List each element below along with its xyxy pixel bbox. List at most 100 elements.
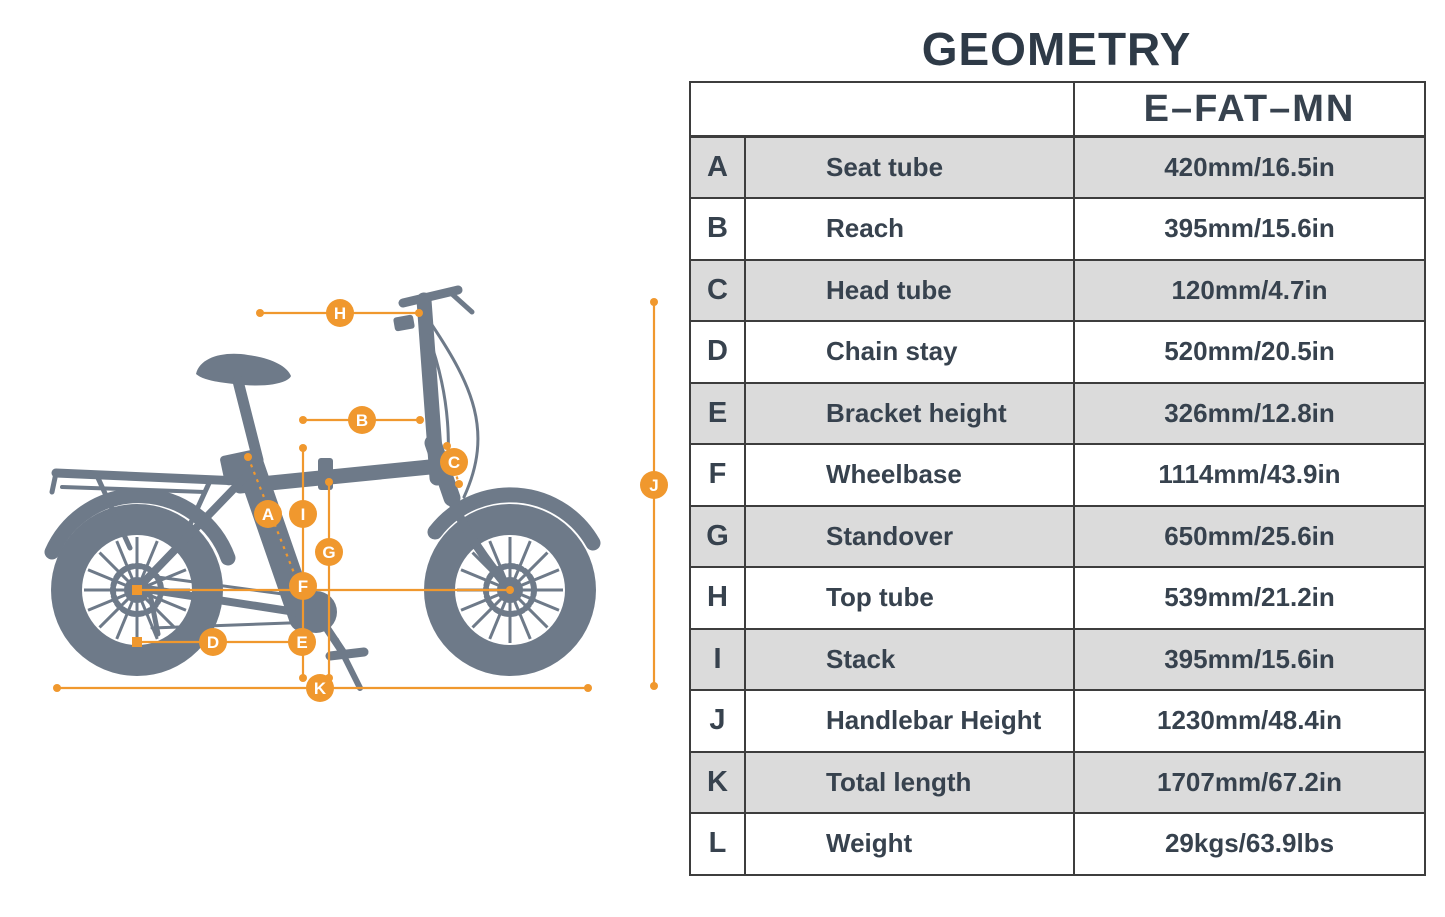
- diagram-marker-a: A: [254, 500, 282, 528]
- table-row-h: H Top tube 539mm/21.2in: [689, 566, 1426, 630]
- row-name: Bracket height: [744, 381, 1075, 445]
- row-value: 326mm/12.8in: [1073, 381, 1426, 445]
- rear-rack: [49, 468, 245, 551]
- row-name: Reach: [744, 197, 1075, 261]
- row-letter: G: [689, 504, 746, 568]
- svg-text:H: H: [334, 304, 346, 323]
- row-name: Seat tube: [744, 135, 1075, 199]
- svg-text:E: E: [296, 633, 307, 652]
- diagram-marker-g: G: [315, 538, 343, 566]
- row-value: 395mm/15.6in: [1073, 197, 1426, 261]
- svg-text:J: J: [649, 476, 658, 495]
- row-letter: J: [689, 689, 746, 753]
- chain-lower: [150, 620, 318, 630]
- row-name: Stack: [744, 627, 1075, 691]
- row-letter: F: [689, 443, 746, 507]
- table-row-a: A Seat tube 420mm/16.5in: [689, 135, 1426, 199]
- diagram-marker-d: D: [199, 628, 227, 656]
- diagram-marker-f: F: [289, 572, 317, 600]
- diagram-marker-b: B: [348, 406, 376, 434]
- table-row-g: G Standover 650mm/25.6in: [689, 504, 1426, 568]
- row-letter: D: [689, 320, 746, 384]
- kickstand: [333, 637, 363, 691]
- row-value: 395mm/15.6in: [1073, 627, 1426, 691]
- row-value: 1114mm/43.9in: [1073, 443, 1426, 507]
- diagram-marker-j: J: [640, 471, 668, 499]
- measurement-c: [443, 442, 463, 488]
- table-header-row: E–FAT–MN: [689, 81, 1426, 138]
- row-value: 539mm/21.2in: [1073, 566, 1426, 630]
- row-value: 1230mm/48.4in: [1073, 689, 1426, 753]
- diagram-marker-h: H: [326, 299, 354, 327]
- table-row-e: E Bracket height 326mm/12.8in: [689, 381, 1426, 445]
- measurement-f: [132, 585, 514, 595]
- page-title: GEOMETRY: [921, 23, 1192, 75]
- diagram-marker-e: E: [288, 628, 316, 656]
- row-name: Head tube: [744, 258, 1075, 322]
- chain: [148, 574, 314, 600]
- row-letter: I: [689, 627, 746, 691]
- table-row-j: J Handlebar Height 1230mm/48.4in: [689, 689, 1426, 753]
- rear-fender: [44, 488, 236, 566]
- svg-text:I: I: [301, 505, 306, 524]
- header-empty-cell: [689, 81, 1075, 138]
- row-letter: L: [689, 812, 746, 876]
- bike-silhouette: [44, 285, 601, 691]
- svg-text:G: G: [322, 543, 335, 562]
- folding-clamp: [220, 448, 266, 486]
- svg-text:F: F: [298, 577, 308, 596]
- row-value: 650mm/25.6in: [1073, 504, 1426, 568]
- diagram-marker-k: K: [306, 674, 334, 702]
- row-value: 29kgs/63.9lbs: [1073, 812, 1426, 876]
- row-name: Handlebar Height: [744, 689, 1075, 753]
- seat-stay: [138, 466, 256, 588]
- model-header: E–FAT–MN: [1073, 81, 1426, 138]
- svg-text:C: C: [448, 453, 460, 472]
- row-value: 520mm/20.5in: [1073, 320, 1426, 384]
- row-name: Total length: [744, 750, 1075, 814]
- row-value: 1707mm/67.2in: [1073, 750, 1426, 814]
- measurement-a: [244, 453, 300, 584]
- handlebar: [398, 285, 463, 308]
- diagram-marker-i: I: [289, 500, 317, 528]
- brake-cable: [430, 323, 480, 499]
- table-row-i: I Stack 395mm/15.6in: [689, 627, 1426, 691]
- main-tube: [232, 459, 438, 494]
- svg-text:D: D: [207, 633, 219, 652]
- row-value: 120mm/4.7in: [1073, 258, 1426, 322]
- diagram-marker-c: C: [440, 448, 468, 476]
- measurement-annotations: A B C D E F G: [53, 298, 668, 702]
- shift-cable: [426, 333, 450, 494]
- row-name: Chain stay: [744, 320, 1075, 384]
- table-row-l: L Weight 29kgs/63.9lbs: [689, 812, 1426, 876]
- row-name: Weight: [744, 812, 1075, 876]
- table-row-b: B Reach 395mm/15.6in: [689, 197, 1426, 261]
- pedal: [325, 647, 369, 661]
- row-letter: C: [689, 258, 746, 322]
- rear-derailleur: [147, 591, 161, 637]
- row-name: Standover: [744, 504, 1075, 568]
- row-letter: K: [689, 750, 746, 814]
- row-name: Top tube: [744, 566, 1075, 630]
- table-row-f: F Wheelbase 1114mm/43.9in: [689, 443, 1426, 507]
- row-letter: E: [689, 381, 746, 445]
- seat-post: [232, 375, 264, 466]
- front-fork: [443, 487, 513, 592]
- chain-stay: [136, 584, 306, 617]
- brake-lever: [449, 291, 475, 315]
- svg-text:B: B: [356, 411, 368, 430]
- row-letter: H: [689, 566, 746, 630]
- svg-text:K: K: [314, 679, 327, 698]
- row-value: 420mm/16.5in: [1073, 135, 1426, 199]
- geometry-table: E–FAT–MN A Seat tube 420mm/16.5in B Reac…: [689, 81, 1426, 876]
- row-letter: A: [689, 135, 746, 199]
- row-letter: B: [689, 197, 746, 261]
- shifter: [393, 314, 415, 332]
- bike-geometry-diagram: A B C D E F G: [44, 285, 668, 702]
- svg-text:A: A: [262, 505, 274, 524]
- table-row-c: C Head tube 120mm/4.7in: [689, 258, 1426, 322]
- table-row-d: D Chain stay 520mm/20.5in: [689, 320, 1426, 384]
- row-name: Wheelbase: [744, 443, 1075, 507]
- saddle: [196, 353, 291, 386]
